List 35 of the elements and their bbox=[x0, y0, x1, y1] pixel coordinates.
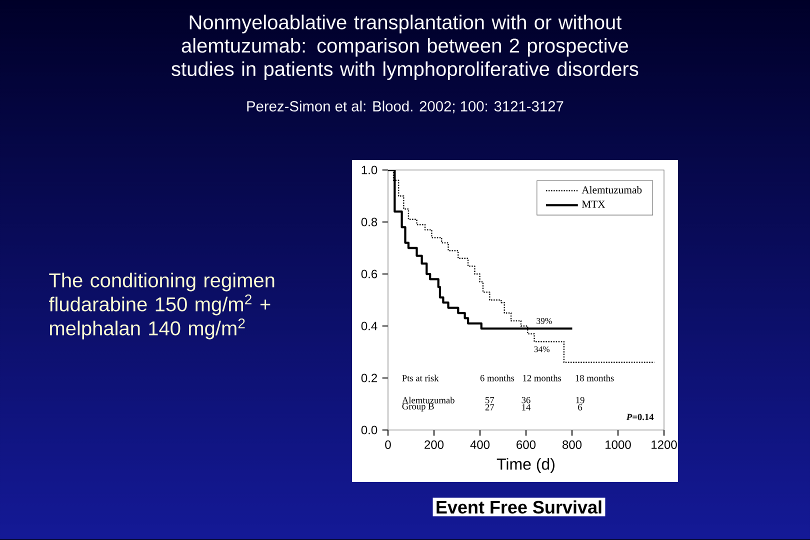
chart-title: Nonmyeloablative transplantation with or without alemtuzumab: comparison between 2 prospective studies in patients with lymphoproliferative disorders bbox=[172, 14, 638, 80]
x-tick-label: 200 bbox=[424, 440, 444, 449]
annotation: 12 months bbox=[523, 374, 562, 382]
annotation: 39% bbox=[536, 318, 552, 324]
annotation: P=0.14 bbox=[626, 414, 654, 420]
x-tick-label: 1000 bbox=[606, 440, 631, 449]
y-tick-label: 0.2 bbox=[361, 374, 377, 382]
annotation: 14 bbox=[522, 404, 531, 410]
annotation: Alemtuzumab bbox=[402, 396, 454, 404]
y-tick-label: 1.0 bbox=[362, 166, 378, 174]
annotation: 34% bbox=[534, 346, 550, 352]
y-tick-label: 0.6 bbox=[361, 270, 378, 278]
annotation: 36 bbox=[522, 396, 530, 404]
annotation: 27 bbox=[485, 404, 494, 410]
x-axis-title: Time (d) bbox=[496, 458, 554, 473]
y-tick-label: 0.8 bbox=[361, 218, 378, 226]
y-tick-label: 0.4 bbox=[361, 322, 378, 330]
annotation: Group B bbox=[402, 403, 434, 412]
text: The conditioning regimen fludarabine 150 mg/m$^{2}$ + melphalan 140 mg/m$^{2}$ bbox=[49, 272, 274, 340]
annotation: 18 months bbox=[576, 374, 614, 382]
text: Event Free Survival bbox=[436, 500, 602, 514]
x-tick-label: 800 bbox=[562, 440, 582, 449]
legend-label: Alemtuzumab bbox=[582, 186, 642, 194]
x-tick-label: 0 bbox=[385, 440, 391, 449]
chart-subtitle: Perez-Simon et al: Blood. 2002; 100: 3121-3127 bbox=[247, 100, 564, 114]
legend-label: MTX bbox=[582, 200, 606, 208]
y-tick-label: 0.0 bbox=[361, 426, 378, 434]
annotation: 6 bbox=[578, 404, 582, 410]
x-tick-label: 400 bbox=[470, 440, 490, 449]
annotation: Pts at risk bbox=[402, 374, 439, 382]
annotation: 6 months bbox=[480, 374, 514, 382]
annotation: 19 bbox=[576, 396, 584, 404]
x-tick-label: 1200 bbox=[652, 440, 677, 449]
annotation: 57 bbox=[486, 397, 494, 404]
x-tick-label: 600 bbox=[516, 440, 536, 449]
